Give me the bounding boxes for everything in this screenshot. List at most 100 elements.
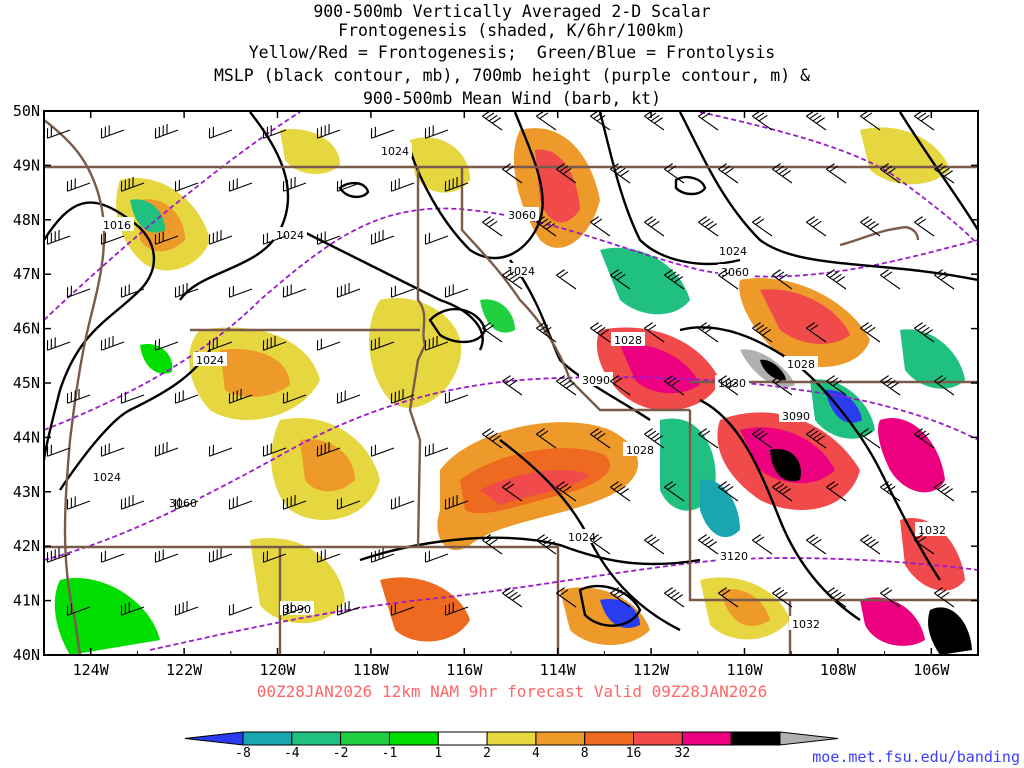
wind-barb xyxy=(228,285,253,298)
wind-barb xyxy=(826,587,847,608)
lat-label: 48N xyxy=(13,211,40,229)
height-label: 3090 xyxy=(280,601,314,616)
colorbar-label: -2 xyxy=(332,746,349,761)
svg-text:1016: 1016 xyxy=(103,219,131,232)
colorbar-label: -8 xyxy=(235,746,251,761)
wind-barb xyxy=(880,269,901,290)
wind-barb xyxy=(66,178,91,192)
colorbar-high-arrow xyxy=(779,731,839,746)
wind-barb xyxy=(282,391,307,404)
wind-barb xyxy=(502,375,523,396)
wind-barb xyxy=(228,603,253,616)
title-line-5: 900-500mb Mean Wind (barb, kt) xyxy=(362,89,661,108)
frontogenesis-shading xyxy=(54,127,972,655)
wind-barb xyxy=(536,322,557,343)
mslp-label: 1032 xyxy=(915,522,949,537)
wind-barb xyxy=(772,269,793,290)
wind-barb xyxy=(444,391,469,404)
wind-barb xyxy=(752,428,773,449)
wind-barb xyxy=(282,284,307,298)
wind-barb xyxy=(826,481,847,502)
colorbar-bin xyxy=(437,731,488,746)
wind-barb xyxy=(482,428,503,449)
svg-text:1024: 1024 xyxy=(507,265,535,278)
wind-barb xyxy=(316,338,341,351)
wind-barb xyxy=(556,375,577,396)
lat-label: 41N xyxy=(13,592,40,610)
wind-barb xyxy=(390,603,415,616)
wind-barb xyxy=(860,322,881,343)
wind-barb xyxy=(718,163,739,184)
wind-barb xyxy=(120,495,145,510)
wind-barb xyxy=(370,126,395,139)
wind-barb xyxy=(752,110,773,131)
colorbar-bin xyxy=(291,731,342,746)
wind-barb xyxy=(100,443,125,457)
svg-text:3060: 3060 xyxy=(508,209,536,222)
wind-barb xyxy=(718,481,739,502)
wind-barb xyxy=(536,216,557,237)
wind-barb xyxy=(390,496,415,510)
colorbar-bin xyxy=(486,731,537,746)
colorbar-bin xyxy=(584,731,635,746)
wind-barb xyxy=(826,163,847,184)
lat-label: 40N xyxy=(13,646,40,664)
title-line-4: MSLP (black contour, mb), 700mb height (… xyxy=(213,66,811,85)
wind-barb xyxy=(914,428,935,449)
lon-label: 114W xyxy=(540,661,577,679)
lat-label: 43N xyxy=(13,483,40,501)
wind-barb xyxy=(100,336,125,351)
mslp-label: 1024 xyxy=(716,243,750,258)
svg-text:1028: 1028 xyxy=(787,358,815,371)
wind-barb xyxy=(120,177,145,192)
title-line-2: Frontogenesis (shaded, K/6hr/100km) xyxy=(338,21,686,40)
source-link[interactable]: moe.met.fsu.edu/banding xyxy=(812,748,1020,766)
height-contours xyxy=(44,111,978,651)
title-line-3: Yellow/Red = Frontogenesis; Green/Blue =… xyxy=(248,43,776,62)
wind-barb xyxy=(502,269,523,290)
colorbar-bin xyxy=(535,731,586,746)
lon-label: 120W xyxy=(259,661,296,679)
wind-barb xyxy=(644,322,665,343)
wind-barb xyxy=(100,232,125,245)
wind-barb xyxy=(424,232,449,245)
wind-barb xyxy=(752,216,773,237)
wind-barb xyxy=(772,481,793,502)
wind-barb xyxy=(100,125,125,139)
wind-barb xyxy=(424,443,449,457)
wind-barb xyxy=(698,322,719,343)
lat-label: 49N xyxy=(13,156,40,174)
wind-barb xyxy=(282,177,307,192)
wind-barb xyxy=(424,550,449,563)
height-label: 3090 xyxy=(779,408,813,423)
wind-barb xyxy=(282,495,307,510)
wind-barb xyxy=(590,110,611,131)
lon-label: 118W xyxy=(353,661,390,679)
lon-label: 122W xyxy=(166,661,203,679)
wind-barb xyxy=(154,442,179,457)
wind-barb xyxy=(120,284,145,298)
wind-barb xyxy=(860,534,881,555)
wind-barb xyxy=(174,601,199,616)
colorbar xyxy=(184,731,839,746)
wind-barb xyxy=(208,126,233,139)
wind-barb xyxy=(424,336,449,351)
wind-barb xyxy=(914,322,935,343)
wind-barb xyxy=(556,163,577,184)
wind-barb xyxy=(880,481,901,502)
colorbar-bin xyxy=(681,731,732,746)
wind-barb xyxy=(772,375,793,396)
wind-barb xyxy=(262,336,287,351)
colorbar-bin xyxy=(633,731,683,746)
colorbar-label: 1 xyxy=(434,746,443,761)
wind-barb xyxy=(934,587,955,608)
wind-barb xyxy=(610,269,631,290)
wind-barb xyxy=(262,443,287,457)
colorbar-label: 16 xyxy=(625,746,642,761)
wind-barb xyxy=(390,178,415,192)
wind-barb xyxy=(482,110,503,131)
wind-barb xyxy=(282,602,307,616)
wind-barb xyxy=(482,534,503,555)
height-label: 3090 xyxy=(579,372,613,387)
wind-barb xyxy=(610,587,631,608)
